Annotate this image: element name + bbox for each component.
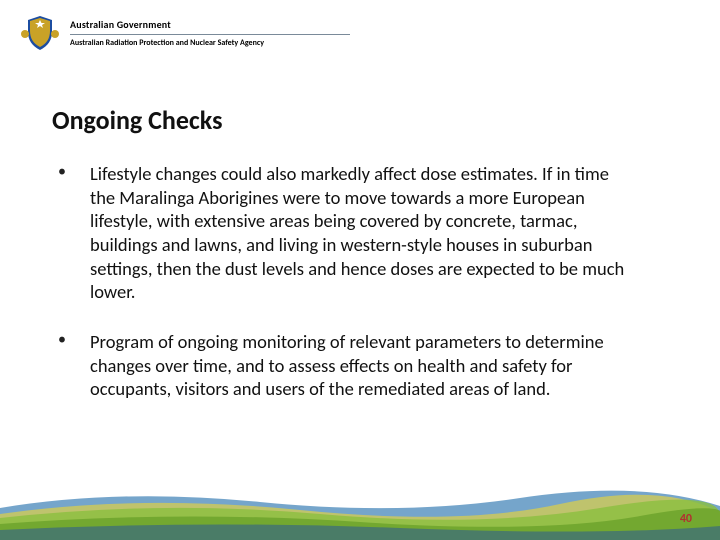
bullet-item: • Program of ongoing monitoring of relev… bbox=[58, 330, 630, 401]
agency-label: Australian Radiation Protection and Nucl… bbox=[70, 38, 350, 48]
slide-title: Ongoing Checks bbox=[52, 104, 222, 136]
header-divider bbox=[70, 34, 350, 35]
header-text: Australian Government Australian Radiati… bbox=[70, 18, 350, 48]
header: Australian Government Australian Radiati… bbox=[18, 14, 350, 52]
bullet-text: Lifestyle changes could also markedly af… bbox=[90, 162, 630, 304]
bullet-item: • Lifestyle changes could also markedly … bbox=[58, 162, 630, 304]
content-area: • Lifestyle changes could also markedly … bbox=[58, 162, 630, 427]
bullet-marker: • bbox=[58, 330, 90, 401]
crest-icon bbox=[18, 14, 62, 52]
bullet-text: Program of ongoing monitoring of relevan… bbox=[90, 330, 630, 401]
gov-label: Australian Government bbox=[70, 18, 350, 31]
footer-wave bbox=[0, 480, 720, 540]
page-number: 40 bbox=[680, 512, 692, 526]
bullet-marker: • bbox=[58, 162, 90, 304]
